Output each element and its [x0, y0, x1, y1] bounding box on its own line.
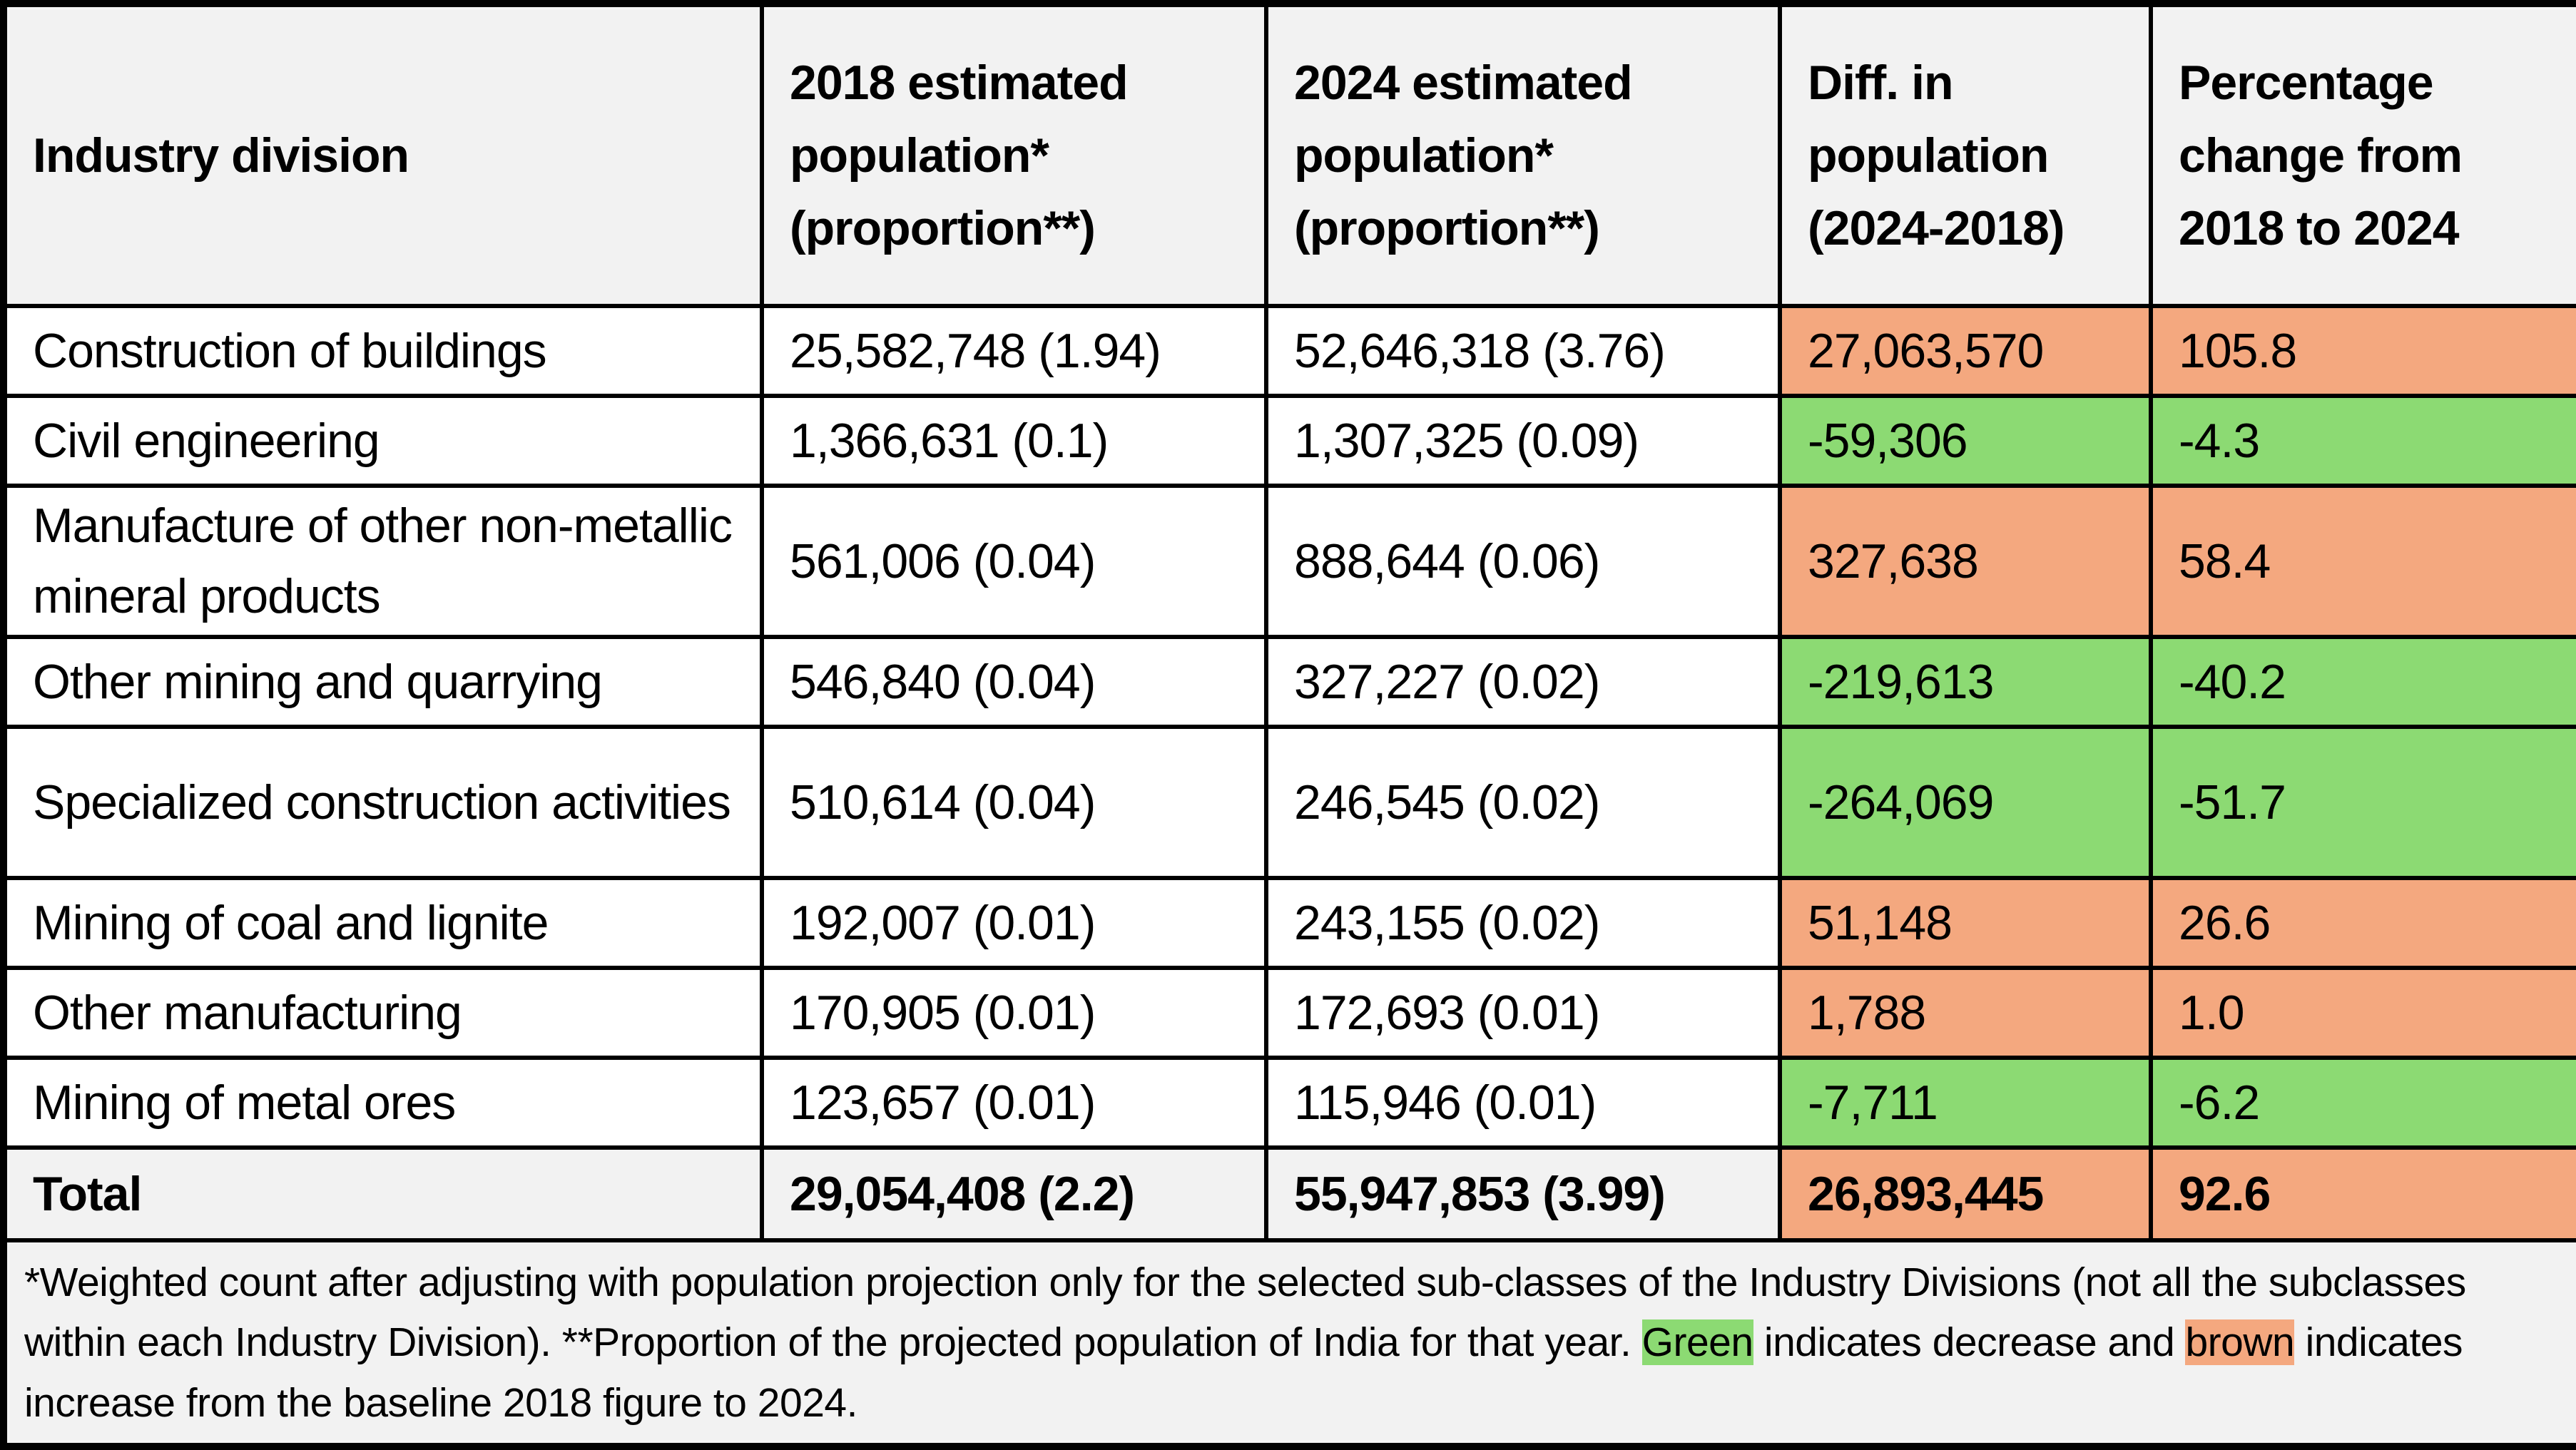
industry-division-cell: Construction of buildings	[1, 304, 764, 398]
table-row: Other mining and quarrying 546,840 (0.04…	[1, 635, 2576, 729]
total-pop-2018-cell: 29,054,408 (2.2)	[760, 1145, 1268, 1242]
diff-cell: 51,148	[1778, 876, 2153, 970]
total-pct-change-cell: 92.6	[2149, 1145, 2576, 1242]
footnote-part2: indicates decrease and	[1753, 1319, 2186, 1366]
footnote-part3: indicates increase from the baseline 201…	[24, 1319, 2463, 1426]
diff-cell: 327,638	[1778, 484, 2153, 639]
footnote-row: *Weighted count after adjusting with pop…	[1, 1237, 2576, 1449]
diff-cell: -219,613	[1778, 635, 2153, 729]
industry-division-cell: Mining of coal and lignite	[1, 876, 764, 970]
pop-2024-cell: 246,545 (0.02)	[1264, 725, 1782, 880]
pop-2024-cell: 172,693 (0.01)	[1264, 966, 1782, 1060]
pop-2018-cell: 561,006 (0.04)	[760, 484, 1268, 639]
footnote-brown-highlight: brown	[2185, 1319, 2295, 1366]
industry-division-cell: Manufacture of other non-metallic minera…	[1, 484, 764, 639]
table-row: Manufacture of other non-metallic minera…	[1, 484, 2576, 639]
pop-2024-cell: 115,946 (0.01)	[1264, 1056, 1782, 1150]
pop-2024-cell: 888,644 (0.06)	[1264, 484, 1782, 639]
table-row: Specialized construction activities 510,…	[1, 725, 2576, 880]
diff-cell: -264,069	[1778, 725, 2153, 880]
table-row: Civil engineering 1,366,631 (0.1) 1,307,…	[1, 394, 2576, 488]
pop-2024-cell: 327,227 (0.02)	[1264, 635, 1782, 729]
industry-division-cell: Mining of metal ores	[1, 1056, 764, 1150]
pop-2018-cell: 510,614 (0.04)	[760, 725, 1268, 880]
pop-2024-cell: 243,155 (0.02)	[1264, 876, 1782, 970]
header-industry-division: Industry division	[1, 1, 764, 308]
industry-division-cell: Other mining and quarrying	[1, 635, 764, 729]
table-row: Mining of coal and lignite 192,007 (0.01…	[1, 876, 2576, 970]
footnote-part1: *Weighted count after adjusting with pop…	[24, 1260, 2466, 1366]
diff-cell: 27,063,570	[1778, 304, 2153, 398]
diff-cell: -7,711	[1778, 1056, 2153, 1150]
pop-2024-cell: 52,646,318 (3.76)	[1264, 304, 1782, 398]
pct-change-cell: 26.6	[2149, 876, 2576, 970]
pct-change-cell: 1.0	[2149, 966, 2576, 1060]
footnote-text: *Weighted count after adjusting with pop…	[1, 1237, 2576, 1449]
pct-change-cell: 105.8	[2149, 304, 2576, 398]
total-pop-2024-cell: 55,947,853 (3.99)	[1264, 1145, 1782, 1242]
header-diff-population: Diff. in population (2024-2018)	[1778, 1, 2153, 308]
industry-division-cell: Civil engineering	[1, 394, 764, 488]
header-2024-population: 2024 estimated population* (proportion**…	[1264, 1, 1782, 308]
total-row: Total 29,054,408 (2.2) 55,947,853 (3.99)…	[1, 1145, 2576, 1242]
pop-2018-cell: 546,840 (0.04)	[760, 635, 1268, 729]
table-row: Mining of metal ores 123,657 (0.01) 115,…	[1, 1056, 2576, 1150]
header-percentage-change: Percentage change from 2018 to 2024	[2149, 1, 2576, 308]
header-2018-population: 2018 estimated population* (proportion**…	[760, 1, 1268, 308]
footnote-green-highlight: Green	[1641, 1319, 1753, 1366]
table-row: Construction of buildings 25,582,748 (1.…	[1, 304, 2576, 398]
total-diff-cell: 26,893,445	[1778, 1145, 2153, 1242]
pop-2018-cell: 1,366,631 (0.1)	[760, 394, 1268, 488]
pct-change-cell: -40.2	[2149, 635, 2576, 729]
pct-change-cell: -51.7	[2149, 725, 2576, 880]
pop-2018-cell: 25,582,748 (1.94)	[760, 304, 1268, 398]
pop-2024-cell: 1,307,325 (0.09)	[1264, 394, 1782, 488]
pct-change-cell: 58.4	[2149, 484, 2576, 639]
industry-division-cell: Specialized construction activities	[1, 725, 764, 880]
diff-cell: 1,788	[1778, 966, 2153, 1060]
pct-change-cell: -4.3	[2149, 394, 2576, 488]
table-row: Other manufacturing 170,905 (0.01) 172,6…	[1, 966, 2576, 1060]
pct-change-cell: -6.2	[2149, 1056, 2576, 1150]
header-row: Industry division 2018 estimated populat…	[1, 1, 2576, 308]
industry-division-cell: Other manufacturing	[1, 966, 764, 1060]
pop-2018-cell: 123,657 (0.01)	[760, 1056, 1268, 1150]
pop-2018-cell: 170,905 (0.01)	[760, 966, 1268, 1060]
total-label-cell: Total	[1, 1145, 764, 1242]
pop-2018-cell: 192,007 (0.01)	[760, 876, 1268, 970]
diff-cell: -59,306	[1778, 394, 2153, 488]
